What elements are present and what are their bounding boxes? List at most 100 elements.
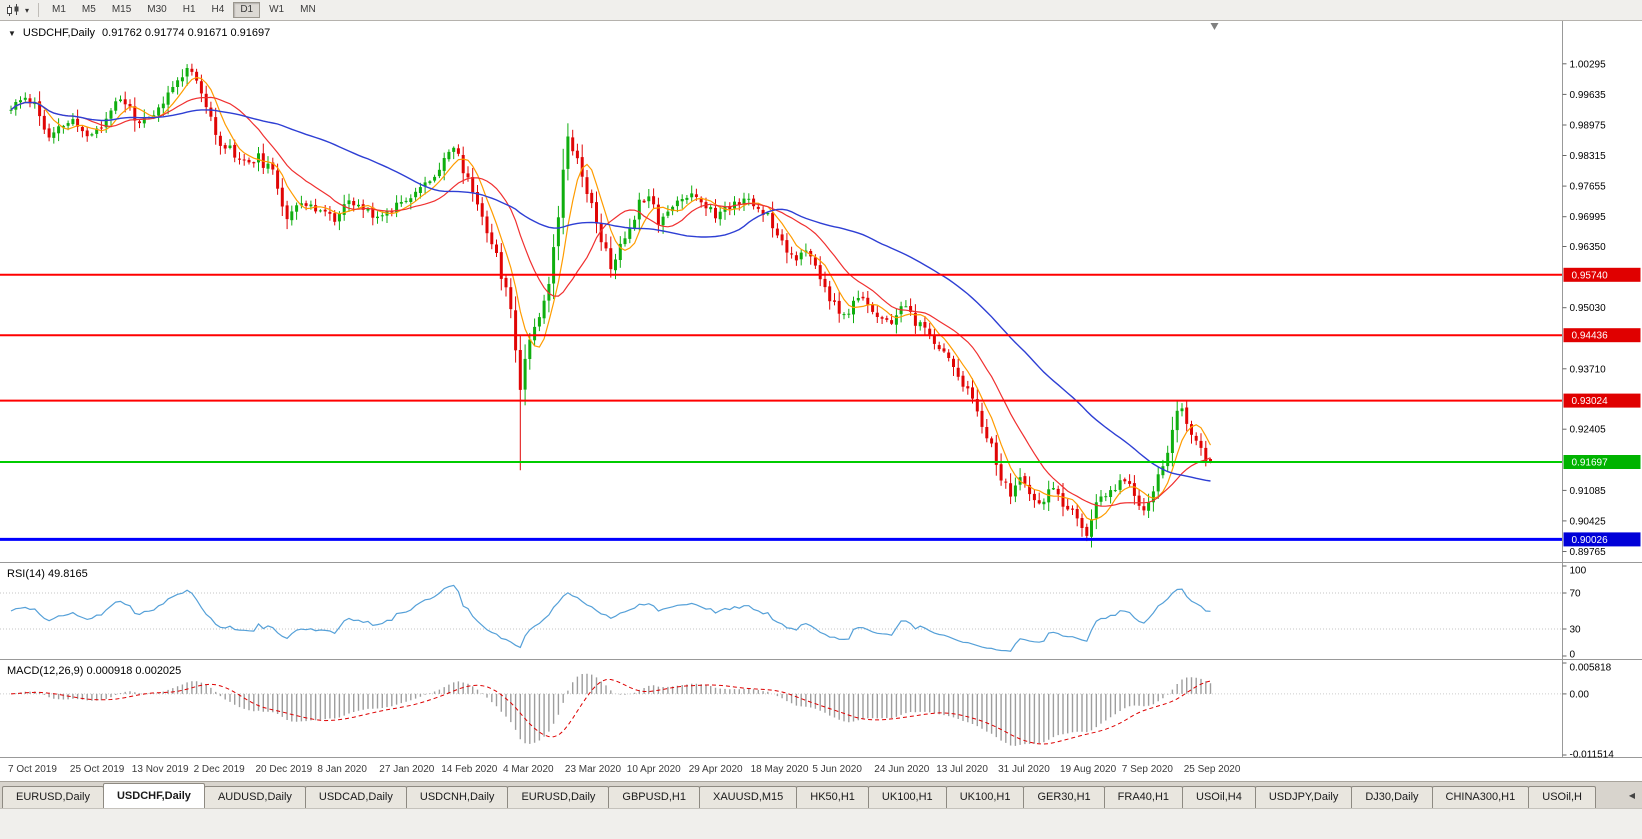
symbol-dropdown-icon[interactable]: ▼ [8, 28, 16, 38]
chart-tab-usdcad-daily[interactable]: USDCAD,Daily [304, 786, 407, 808]
chart-tab-eurusd-daily[interactable]: EURUSD,Daily [507, 786, 610, 808]
rsi-axis-label: 30 [1570, 625, 1582, 636]
ma-line-medium [10, 96, 1211, 507]
date-label: 23 Mar 2020 [565, 764, 622, 775]
chart-tab-dj30-daily[interactable]: DJ30,Daily [1351, 786, 1433, 808]
price-axis-label: 0.95030 [1570, 303, 1607, 314]
date-label: 13 Nov 2019 [132, 764, 189, 775]
chart-dropdown-caret-icon[interactable]: ▾ [24, 5, 29, 15]
date-label: 7 Oct 2019 [8, 764, 57, 775]
timeframe-button-h1[interactable]: H1 [182, 4, 196, 15]
rsi-header-label: RSI(14) 49.8165 [7, 568, 88, 580]
status-bar [0, 808, 1642, 839]
macd-axis-label: 0.005818 [1570, 663, 1612, 674]
svg-text:0.93024: 0.93024 [1572, 396, 1609, 407]
rsi-line [10, 584, 1211, 652]
price-axis-label: 0.91085 [1570, 486, 1607, 497]
price-axis-label: 0.98315 [1570, 151, 1607, 162]
chart-title: ▼ USDCHF,Daily 0.91762 0.91774 0.91671 0… [8, 27, 270, 39]
toolbar-separator [38, 3, 39, 17]
macd-axis-label: 0.00 [1570, 689, 1590, 700]
price-axis-label: 0.97655 [1570, 182, 1607, 193]
date-label: 24 Jun 2020 [874, 764, 929, 775]
rsi-indicator-header: RSI(14) 49.8165 [7, 568, 88, 580]
chart-symbol-period: USDCHF,Daily [22, 27, 96, 39]
price-level-badge: 0.91697 [1563, 455, 1641, 469]
date-label: 7 Sep 2020 [1122, 764, 1174, 775]
price-axis-label: 0.93710 [1570, 364, 1607, 375]
price-level-badge: 0.93024 [1563, 393, 1641, 408]
chart-tab-usdjpy-daily[interactable]: USDJPY,Daily [1254, 786, 1353, 808]
price-axis-label: 0.90425 [1570, 516, 1607, 527]
timeframe-button-d1[interactable]: D1 [233, 2, 261, 18]
chart-tab-xauusd-m15[interactable]: XAUUSD,M15 [698, 786, 798, 808]
price-level-badge: 0.95740 [1563, 267, 1641, 282]
rsi-axis-label: 100 [1570, 566, 1587, 577]
timeframe-button-mn[interactable]: MN [300, 4, 316, 15]
price-level-badge: 0.94436 [1563, 328, 1641, 343]
chart-tab-usdcnh-daily[interactable]: USDCNH,Daily [405, 786, 509, 808]
price-level-badge: 0.90026 [1563, 532, 1641, 547]
macd-signal-line [10, 678, 1211, 745]
rsi-axis-label: 0 [1570, 650, 1576, 661]
candlestick-chart-icon[interactable] [4, 2, 22, 18]
price-axis-label: 0.96350 [1570, 242, 1607, 253]
chart-tab-audusd-daily[interactable]: AUDUSD,Daily [203, 786, 306, 808]
timeframe-button-m30[interactable]: M30 [147, 4, 167, 15]
timeframe-button-m1[interactable]: M1 [52, 4, 66, 15]
date-label: 20 Dec 2019 [256, 764, 313, 775]
date-label: 25 Sep 2020 [1184, 764, 1241, 775]
chart-tab-eurusd-daily[interactable]: EURUSD,Daily [2, 786, 104, 808]
ma-line-fast [10, 76, 1212, 521]
svg-text:0.94436: 0.94436 [1572, 331, 1609, 342]
chart-tab-gbpusd-h1[interactable]: GBPUSD,H1 [608, 786, 700, 808]
timeframe-button-m15[interactable]: M15 [111, 4, 132, 15]
price-axis-label: 1.00295 [1570, 59, 1607, 70]
timeframe-button-m5[interactable]: M5 [81, 4, 96, 15]
date-label: 18 May 2020 [751, 764, 809, 775]
svg-text:0.91697: 0.91697 [1572, 458, 1609, 469]
ma-line-slow [10, 101, 1211, 482]
chart-tab-china300-h1[interactable]: CHINA300,H1 [1431, 786, 1530, 808]
price-axis-label: 0.92405 [1570, 425, 1607, 436]
date-label: 8 Jan 2020 [317, 764, 367, 775]
chart-tab-ger30-h1[interactable]: GER30,H1 [1023, 786, 1105, 808]
date-label: 27 Jan 2020 [379, 764, 434, 775]
chart-tab-usoil-h[interactable]: USOil,H [1528, 786, 1596, 808]
date-label: 25 Oct 2019 [70, 764, 125, 775]
date-label: 31 Jul 2020 [998, 764, 1050, 775]
date-label: 29 Apr 2020 [689, 764, 743, 775]
price-axis-label: 0.96995 [1570, 212, 1607, 223]
timeframe-buttons: M1 M5 M15 M30 H1 H4 D1 W1 MN [45, 2, 323, 18]
date-label: 5 Jun 2020 [812, 764, 862, 775]
chart-tab-bar: EURUSD,Daily USDCHF,Daily AUDUSD,Daily USDC… [0, 781, 1642, 808]
timeframe-button-w1[interactable]: W1 [269, 4, 285, 15]
price-axis-label: 0.89765 [1570, 547, 1607, 558]
toolbar: ▾ M1 M5 M15 M30 H1 H4 D1 W1 MN [0, 0, 1642, 21]
chart-ohlc-quote: 0.91762 0.91774 0.91671 0.91697 [102, 27, 271, 39]
chart-tab-usoil-h4[interactable]: USOil,H4 [1182, 786, 1256, 808]
macd-axis-label: -0.011514 [1570, 750, 1615, 761]
chart-shift-marker[interactable] [1210, 23, 1219, 30]
chart-tab-usdchf-daily[interactable]: USDCHF,Daily [102, 783, 205, 808]
timeframe-button-h4[interactable]: H4 [211, 4, 225, 15]
chart-tab-fra40-h1[interactable]: FRA40,H1 [1103, 786, 1184, 808]
svg-text:0.95740: 0.95740 [1572, 270, 1609, 281]
date-label: 14 Feb 2020 [441, 764, 498, 775]
price-axis-label: 0.98975 [1570, 121, 1607, 132]
chart-tabs: EURUSD,Daily USDCHF,Daily AUDUSD,Daily USDC… [2, 783, 1596, 808]
date-label: 19 Aug 2020 [1060, 764, 1117, 775]
chart-tab-uk100-h1[interactable]: UK100,H1 [867, 786, 947, 808]
macd-header-label: MACD(12,26,9) 0.000918 0.002025 [7, 665, 182, 677]
tab-scroll-left-icon[interactable]: ◀ [1624, 787, 1640, 803]
macd-indicator-header: MACD(12,26,9) 0.000918 0.002025 [7, 665, 181, 677]
chart-tab-uk100-h1[interactable]: UK100,H1 [945, 786, 1025, 808]
chart-canvas[interactable]: 1.00295 0.99635 0.98975 0.98315 0.97655 0.969… [0, 21, 1642, 781]
chart-tab-hk50-h1[interactable]: HK50,H1 [796, 786, 869, 808]
svg-text:0.90026: 0.90026 [1572, 535, 1609, 546]
date-label: 13 Jul 2020 [936, 764, 988, 775]
date-label: 2 Dec 2019 [194, 764, 246, 775]
rsi-axis-label: 70 [1570, 589, 1582, 600]
chart-svg[interactable]: 1.00295 0.99635 0.98975 0.98315 0.97655 0.969… [0, 21, 1642, 781]
